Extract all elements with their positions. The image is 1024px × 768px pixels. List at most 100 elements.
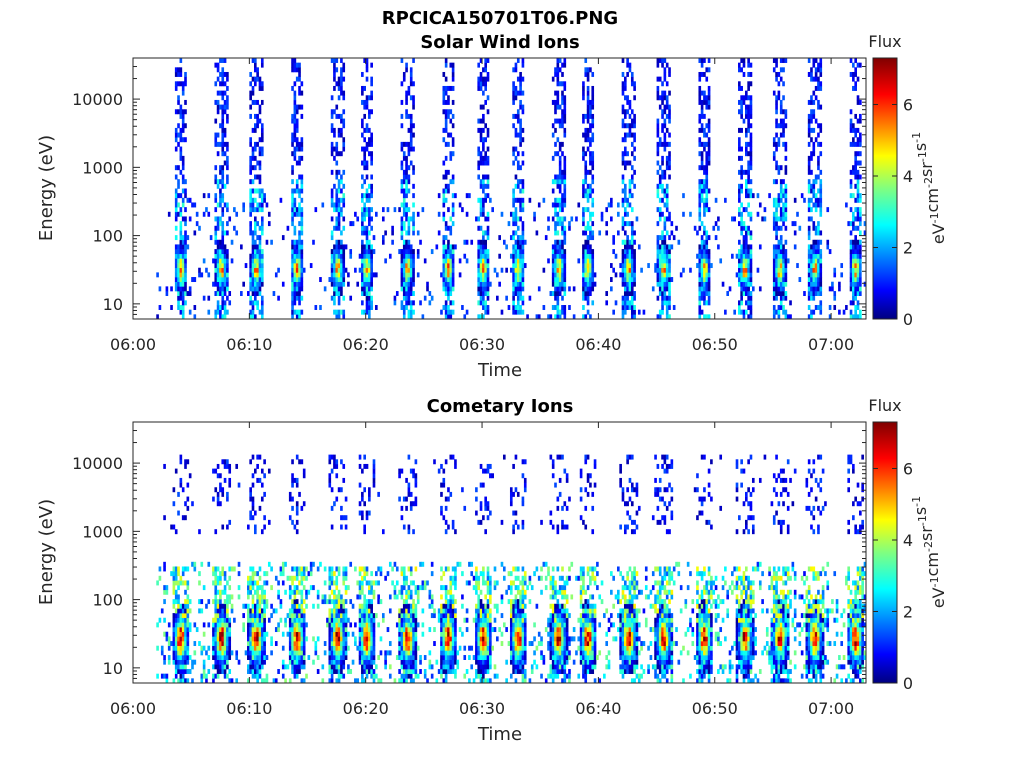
spectrogram-cell <box>263 613 266 619</box>
spectrogram-cell <box>656 221 660 227</box>
spectrogram-cell <box>226 221 229 227</box>
spectrogram-cell <box>554 295 557 301</box>
spectrogram-cell <box>586 235 590 241</box>
spectrogram-cell <box>333 622 336 628</box>
spectrogram-cell <box>628 160 632 166</box>
spectrogram-cell <box>219 589 222 595</box>
spectrogram-cell <box>219 123 222 129</box>
spectrogram-cell <box>249 230 252 236</box>
spectrogram-cell <box>400 113 404 119</box>
spectrogram-cell <box>256 300 259 306</box>
spectrogram-cell <box>219 594 222 600</box>
spectrogram-cell <box>370 263 373 269</box>
spectrogram-cell <box>447 281 450 287</box>
spectrogram-cell <box>361 85 364 91</box>
spectrogram-cell <box>361 99 364 105</box>
spectrogram-cell <box>249 295 252 301</box>
spectrogram-cell <box>405 295 408 301</box>
spectrogram-cell <box>330 468 334 474</box>
spectrogram-cell <box>721 281 725 287</box>
spectrogram-cell <box>254 113 257 119</box>
spectrogram-cell <box>249 496 252 502</box>
spectrogram-cell <box>814 267 818 273</box>
spectrogram-cell <box>700 123 704 129</box>
spectrogram-cell <box>521 286 525 292</box>
spectrogram-cell <box>216 244 220 250</box>
spectrogram-cell <box>302 650 306 656</box>
spectrogram-cell <box>368 267 371 273</box>
spectrogram-cell <box>589 272 592 278</box>
spectrogram-cell <box>172 622 176 628</box>
spectrogram-cell <box>337 76 341 82</box>
spectrogram-cell <box>549 314 553 320</box>
spectrogram-cell <box>249 263 252 269</box>
spectrogram-cell <box>335 641 339 647</box>
spectrogram-cell <box>749 155 753 161</box>
spectrogram-cell <box>407 90 411 96</box>
spectrogram-cell <box>707 263 711 269</box>
spectrogram-cell <box>298 659 301 665</box>
spectrogram-cell <box>563 249 567 255</box>
spectrogram-cell <box>365 258 369 264</box>
spectrogram-cell <box>340 113 343 119</box>
spectrogram-cell <box>305 594 308 600</box>
spectrogram-cell <box>482 141 485 147</box>
spectrogram-cell <box>344 267 348 273</box>
spectrogram-cell <box>777 267 781 273</box>
spectrogram-cell <box>859 272 862 278</box>
spectrogram-cell <box>663 244 667 250</box>
spectrogram-cell <box>849 123 853 129</box>
spectrogram-cell <box>249 515 252 521</box>
spectrogram-cell <box>626 253 629 259</box>
spectrogram-cell <box>214 137 218 143</box>
spectrogram-cell <box>831 281 834 287</box>
spectrogram-cell <box>740 202 743 208</box>
spectrogram-cell <box>859 118 862 124</box>
spectrogram-cell <box>198 580 201 586</box>
spectrogram-cell <box>300 197 304 203</box>
spectrogram-cell <box>202 669 206 674</box>
spectrogram-cell <box>558 202 562 208</box>
spectrogram-cell <box>628 272 632 278</box>
spectrogram-cell <box>703 314 706 320</box>
spectrogram-cell <box>228 585 232 591</box>
spectrogram-cell <box>207 622 211 628</box>
spectrogram-cell <box>444 267 448 273</box>
spectrogram-cell <box>321 594 325 600</box>
spectrogram-cell <box>181 188 185 194</box>
spectrogram-cell <box>444 62 448 68</box>
spectrogram-cell <box>256 249 259 255</box>
spectrogram-cell <box>181 631 185 637</box>
spectrogram-cell <box>789 300 792 306</box>
spectrogram-cell <box>617 230 620 236</box>
spectrogram-cell <box>256 636 259 642</box>
spectrogram-cell <box>630 71 634 77</box>
spectrogram-cell <box>335 81 339 87</box>
spectrogram-cell <box>219 631 222 637</box>
spectrogram-cell <box>623 81 627 87</box>
spectrogram-cell <box>254 277 257 283</box>
spectrogram-cell <box>272 291 276 296</box>
spectrogram-cell <box>419 300 422 306</box>
spectrogram-cell <box>740 253 743 259</box>
spectrogram-cell <box>563 81 567 87</box>
spectrogram-cell <box>728 286 732 292</box>
spectrogram-cell <box>226 76 229 82</box>
spectrogram-cell <box>852 216 855 222</box>
spectrogram-cell <box>298 636 301 642</box>
spectrogram-cell <box>228 669 232 674</box>
spectrogram-cell <box>251 580 255 586</box>
spectrogram-cell <box>254 571 257 577</box>
spectrogram-cell <box>665 113 669 119</box>
spectrogram-cell <box>335 202 339 208</box>
spectrogram-cell <box>219 90 222 96</box>
spectrogram-cell <box>854 197 857 203</box>
spectrogram-cell <box>156 580 159 586</box>
spectrogram-cell <box>668 90 671 96</box>
spectrogram-cell <box>442 216 446 222</box>
spectrogram-cell <box>665 244 669 250</box>
spectrogram-cell <box>484 99 487 105</box>
spectrogram-cell <box>323 594 327 600</box>
spectrogram-cell <box>214 650 218 656</box>
spectrogram-cell <box>184 99 187 105</box>
